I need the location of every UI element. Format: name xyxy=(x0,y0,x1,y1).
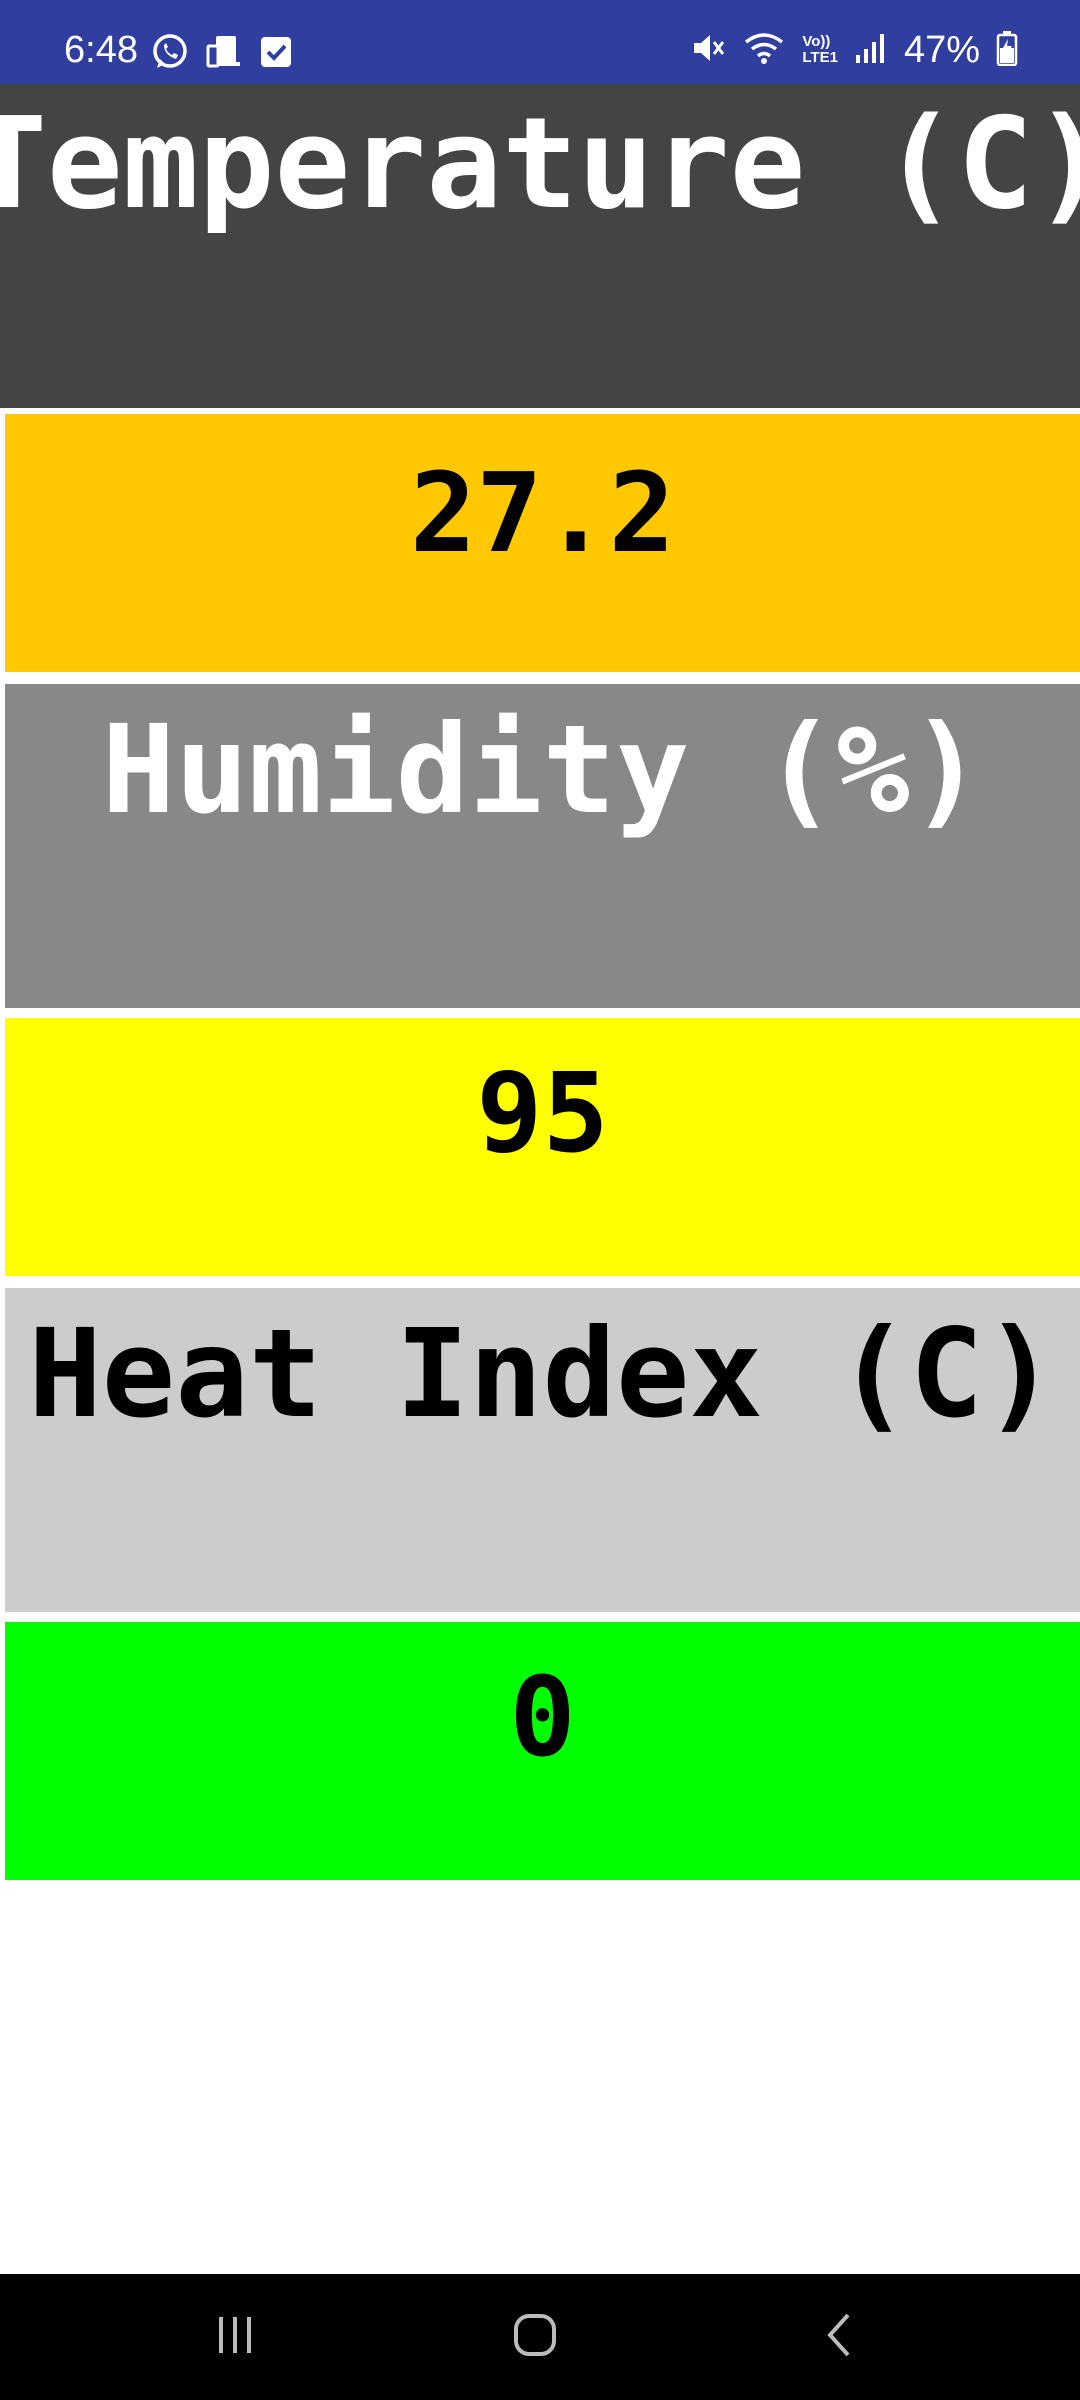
device-icon xyxy=(204,32,244,77)
signal-icon xyxy=(854,31,888,70)
home-icon xyxy=(511,2311,559,2363)
battery-percent: 47% xyxy=(903,29,980,71)
recents-icon xyxy=(213,2313,257,2361)
temperature-value-tile: 27.2 xyxy=(5,414,1080,672)
back-button[interactable] xyxy=(795,2302,885,2372)
mute-icon xyxy=(690,30,726,71)
humidity-label-tile: Humidity (%) xyxy=(5,684,1080,1008)
volte-label-bottom: LTE1 xyxy=(802,49,838,66)
heat-index-label: Heat Index (C) xyxy=(28,1303,1057,1445)
humidity-label: Humidity (%) xyxy=(101,699,984,841)
humidity-value-tile: 95 xyxy=(5,1018,1080,1276)
wifi-icon xyxy=(742,30,786,71)
status-time: 6:48 xyxy=(64,29,138,71)
status-left-icons xyxy=(150,32,294,77)
home-button[interactable] xyxy=(490,2302,580,2372)
volte-icon: Vo)) LTE1 xyxy=(802,34,838,66)
heat-index-label-tile: Heat Index (C) xyxy=(5,1288,1080,1612)
heat-index-value: 0 xyxy=(509,1653,576,1781)
recents-button[interactable] xyxy=(190,2302,280,2372)
volte-label-top: Vo)) xyxy=(802,33,831,50)
status-bar: 6:48 xyxy=(0,0,1080,84)
temperature-label: Temperature (C) xyxy=(0,90,1080,237)
temperature-label-tile: Temperature (C) xyxy=(0,84,1080,408)
heat-index-value-tile: 0 xyxy=(5,1622,1080,1880)
temperature-value: 27.2 xyxy=(410,449,675,577)
battery-icon xyxy=(996,30,1018,71)
humidity-value: 95 xyxy=(476,1049,609,1177)
status-right-icons: Vo)) LTE1 47% xyxy=(690,30,1018,70)
navigation-bar xyxy=(0,2274,1080,2400)
checkbox-icon xyxy=(258,34,294,75)
whatsapp-icon xyxy=(150,32,190,77)
back-icon xyxy=(818,2311,862,2363)
